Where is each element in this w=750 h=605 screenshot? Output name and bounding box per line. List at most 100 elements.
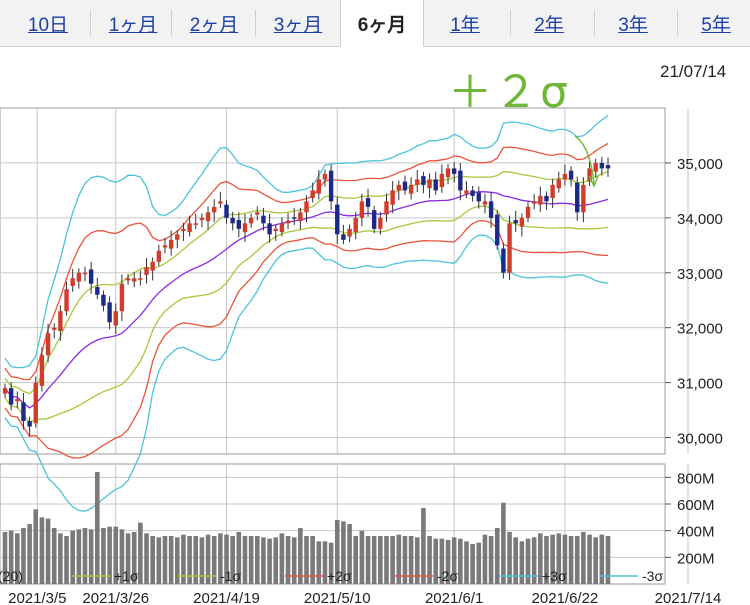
volume-bar (488, 536, 494, 584)
candle-body (451, 168, 457, 174)
volume-bar (501, 502, 506, 584)
volume-bar (187, 536, 192, 584)
candle-body (322, 173, 328, 180)
candle-body (132, 278, 137, 282)
candle-body (205, 212, 211, 222)
x-date-label: 2021/6/22 (532, 590, 599, 605)
volume-bar (193, 536, 199, 584)
volume-bar (285, 536, 291, 584)
x-date-label: 2021/5/10 (304, 590, 371, 605)
volume-bar (538, 533, 543, 584)
volume-bar (107, 526, 112, 584)
candle-body (531, 201, 537, 204)
candle-body (156, 250, 162, 262)
candle-body (562, 173, 568, 180)
candle-body (107, 302, 112, 323)
volume-bar (236, 532, 242, 584)
candle-body (187, 223, 192, 233)
volume-bar (119, 529, 125, 584)
volume-bar (205, 534, 211, 584)
candle-body (2, 388, 8, 394)
volume-bar (378, 536, 383, 584)
tab-8[interactable]: 5年 (701, 14, 731, 36)
volume-bar (304, 536, 309, 584)
candle-body (193, 223, 198, 225)
price-tick-label: 31,000 (677, 376, 723, 393)
volume-bar (550, 534, 555, 584)
volume-bar (273, 537, 279, 584)
volume-bar (279, 533, 285, 584)
tab-0[interactable]: 10日 (27, 14, 69, 36)
volume-bar (224, 534, 229, 584)
volume-bar (341, 521, 346, 584)
volume-bar (544, 536, 549, 584)
candle-body (359, 201, 365, 218)
volume-bar (267, 538, 272, 584)
volume-bar (82, 528, 88, 584)
candle-body (507, 223, 512, 273)
candle-body (427, 179, 432, 189)
candle-body (88, 269, 94, 284)
legend-label: +2σ (327, 568, 352, 584)
volume-bar (414, 537, 420, 584)
volume-bar (439, 538, 445, 584)
volume-bar (574, 536, 580, 584)
tab-separator (90, 10, 91, 36)
candle-body (513, 220, 518, 224)
candle-body (76, 272, 82, 282)
legend-label: +3σ (542, 568, 567, 584)
volume-bar (371, 536, 377, 584)
candle-body (304, 201, 309, 213)
volume-bar (507, 532, 512, 584)
tab-5[interactable]: 1年 (450, 14, 480, 36)
volume-bar (402, 536, 408, 584)
candle-body (488, 201, 494, 218)
tab-separator (255, 10, 256, 36)
tab-6[interactable]: 2年 (534, 14, 564, 36)
volume-bar (298, 528, 303, 584)
legend-label: -3σ (642, 568, 663, 584)
candle-body (45, 333, 51, 356)
candle-body (544, 195, 549, 202)
volume-bar (470, 544, 475, 584)
stock-chart: 35,000 34,000 33,000 32,000 31,000 30,000 800M… (0, 107, 723, 605)
x-date-label: 2021/6/1 (425, 590, 483, 605)
volume-bar (21, 528, 26, 584)
volume-bar (211, 536, 217, 584)
tab-separator (510, 10, 511, 36)
tab-2[interactable]: 2ヶ月 (189, 14, 239, 36)
candle-body (328, 170, 334, 202)
legend-label: (20) (0, 568, 23, 584)
volume-bar (458, 538, 463, 584)
x-date-label: 2021/3/26 (82, 590, 149, 605)
tab-7[interactable]: 3年 (618, 14, 648, 36)
volume-bar (230, 536, 235, 584)
candle-body (421, 176, 426, 185)
volume-bar (365, 536, 371, 584)
volume-bar (138, 522, 143, 584)
volume-bar (581, 532, 586, 584)
candle-body (538, 195, 543, 205)
volume-bar (144, 533, 149, 584)
tab-1[interactable]: 1ヶ月 (108, 14, 158, 36)
candle-body (279, 223, 285, 233)
volume-bar (261, 537, 266, 584)
volume-bar (421, 508, 426, 584)
candle-body (33, 382, 38, 424)
candle-body (316, 179, 322, 194)
candle-body (341, 234, 346, 240)
volume-bar (51, 528, 57, 584)
candle-body (70, 278, 75, 286)
volume-bar (39, 517, 45, 584)
tab-4[interactable]: 6ヶ月 (340, 0, 424, 47)
volume-bar (593, 537, 598, 584)
candle-body (550, 184, 555, 199)
annotation-arrowhead (588, 175, 599, 188)
candle-body (113, 311, 118, 326)
tab-3[interactable]: 3ヶ月 (273, 14, 323, 36)
x-date-label: 2021/3/5 (8, 590, 66, 605)
candle-body (593, 162, 598, 172)
volume-bar (605, 536, 611, 584)
volume-bar (328, 542, 334, 584)
volume-bar (113, 526, 119, 584)
